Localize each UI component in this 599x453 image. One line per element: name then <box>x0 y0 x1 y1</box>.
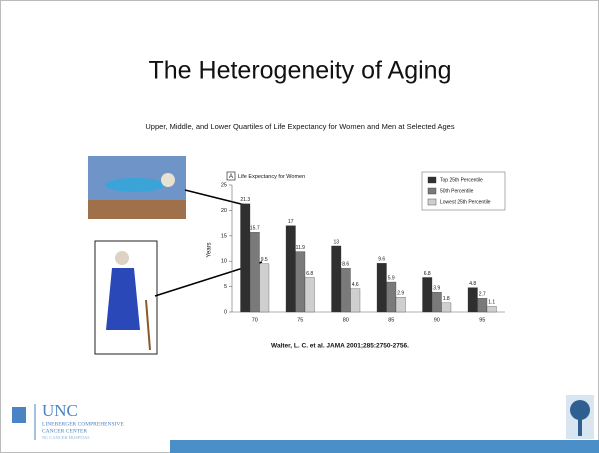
photo-yoga <box>88 156 186 219</box>
bar <box>259 263 270 313</box>
chart-title: Life Expectancy for Women <box>238 174 305 180</box>
y-tick-label: 25 <box>221 182 227 188</box>
value-label: 13 <box>333 239 339 245</box>
value-label: 5.9 <box>388 275 395 281</box>
bar <box>340 268 351 313</box>
value-label: 2.7 <box>479 292 486 298</box>
y-axis-label: Years <box>207 242 213 257</box>
value-label: 15.7 <box>250 226 260 232</box>
x-tick-label: 75 <box>297 317 303 323</box>
bar <box>304 277 315 313</box>
legend-label: Lowest 25th Percentile <box>440 199 491 205</box>
footer-bar <box>170 440 599 453</box>
bar <box>431 292 442 313</box>
value-label: 6.8 <box>424 271 431 277</box>
value-label: 6.8 <box>306 271 313 277</box>
bar <box>477 298 488 313</box>
logo-line: NC CANCER HOSPITAL <box>42 435 90 440</box>
value-label: 4.6 <box>352 282 359 288</box>
legend-swatch <box>427 198 437 206</box>
value-label: 1.8 <box>443 296 450 302</box>
x-tick-label: 90 <box>434 317 440 323</box>
x-tick-label: 70 <box>252 317 258 323</box>
value-label: 11.9 <box>296 245 306 251</box>
value-label: 9.5 <box>261 257 268 263</box>
bar <box>467 287 478 313</box>
value-label: 8.6 <box>342 262 349 268</box>
bar <box>376 263 387 313</box>
bar <box>331 245 342 313</box>
value-label: 2.9 <box>397 291 404 297</box>
bar <box>422 277 433 313</box>
legend-label: 50th Percentile <box>440 188 474 194</box>
bar <box>386 281 397 313</box>
value-label: 1.1 <box>488 300 495 306</box>
y-tick-label: 10 <box>221 259 227 265</box>
panel-box <box>226 171 236 181</box>
x-tick-label: 85 <box>388 317 394 323</box>
bar <box>285 225 296 313</box>
y-tick-label: 15 <box>221 233 227 239</box>
value-label: 21.3 <box>240 197 250 203</box>
legend-label: Top 25th Percentile <box>440 177 483 183</box>
bar <box>295 251 306 313</box>
legend-swatch <box>427 187 437 195</box>
logo-line: CANCER CENTER <box>42 428 87 434</box>
bar <box>441 302 452 313</box>
bar <box>249 232 260 313</box>
x-tick-label: 80 <box>343 317 349 323</box>
y-tick-label: 20 <box>221 208 227 214</box>
citation: Walter, L. C. et al. JAMA 2001;285:2750-… <box>271 343 409 350</box>
bar <box>486 306 497 313</box>
logo-name: UNC <box>42 401 78 420</box>
slide-subtitle: Upper, Middle, and Lower Quartiles of Li… <box>145 122 454 131</box>
legend-swatch <box>427 176 437 184</box>
y-tick-label: 0 <box>224 309 227 315</box>
value-label: 3.9 <box>433 286 440 292</box>
slide-title: The Heterogeneity of Aging <box>149 57 452 85</box>
unc-logo: UNC LINEBERGER COMPREHENSIVE CANCER CENT… <box>12 401 124 440</box>
bar <box>240 203 251 313</box>
bar <box>395 297 406 313</box>
logo-line: LINEBERGER COMPREHENSIVE <box>42 421 124 427</box>
tree-logo <box>566 395 594 439</box>
bar <box>350 288 361 313</box>
panel-label: A <box>229 174 233 180</box>
photo-cane <box>94 240 158 355</box>
y-tick-label: 5 <box>224 284 227 290</box>
value-label: 17 <box>288 219 294 225</box>
x-tick-label: 95 <box>479 317 485 323</box>
connector <box>184 189 246 206</box>
value-label: 9.6 <box>378 257 385 263</box>
value-label: 4.8 <box>469 281 476 287</box>
